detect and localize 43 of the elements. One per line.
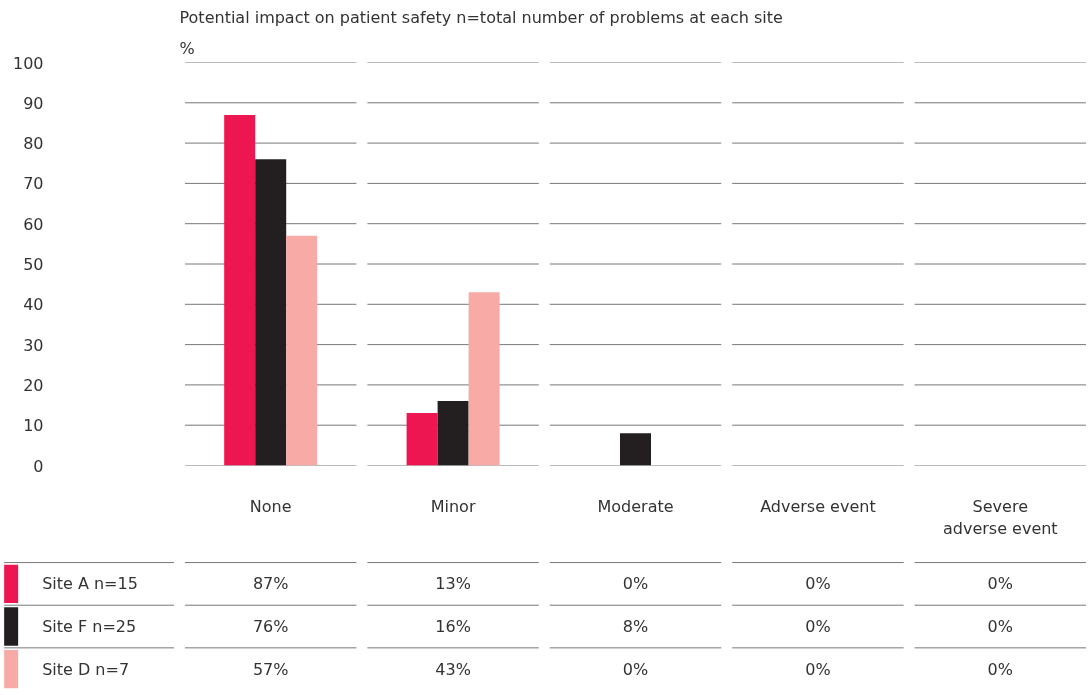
bar bbox=[286, 235, 318, 466]
y-tick-label: 20 bbox=[23, 375, 44, 395]
y-axis-title: % bbox=[179, 38, 195, 58]
y-tick-label: 0 bbox=[33, 456, 44, 476]
bar bbox=[620, 433, 651, 466]
data-label: 76% bbox=[252, 617, 289, 637]
data-label: 13% bbox=[435, 574, 471, 594]
x-tick-label: Moderate bbox=[597, 496, 674, 516]
data-label: 57% bbox=[252, 659, 289, 679]
data-label: 43% bbox=[435, 659, 471, 679]
bar bbox=[255, 159, 287, 466]
bar bbox=[224, 114, 256, 466]
data-label: 0% bbox=[622, 659, 649, 679]
y-tick-label: 30 bbox=[23, 335, 44, 355]
y-tick-label: 10 bbox=[23, 416, 44, 436]
data-label: 0% bbox=[805, 617, 831, 637]
data-label: 0% bbox=[987, 574, 1013, 594]
data-label: 0% bbox=[805, 574, 831, 594]
y-tick-label: 80 bbox=[23, 134, 44, 154]
bar bbox=[406, 413, 438, 466]
data-label: 16% bbox=[435, 617, 471, 637]
data-label: 0% bbox=[805, 659, 831, 679]
x-tick-label: Minor bbox=[430, 496, 476, 516]
y-tick-label: 100 bbox=[12, 53, 44, 73]
legend-label: Site A n=15 bbox=[42, 574, 138, 594]
data-label: 0% bbox=[987, 659, 1013, 679]
y-tick-label: 40 bbox=[23, 295, 44, 315]
data-label: 87% bbox=[252, 574, 289, 594]
data-label: 0% bbox=[987, 617, 1013, 637]
x-tick-label: Severe adverse event bbox=[942, 496, 1058, 539]
data-label: 0% bbox=[622, 574, 649, 594]
x-tick-label: Adverse event bbox=[760, 496, 876, 516]
chart-title: Potential impact on patient safety n=total number of problems at each site bbox=[179, 7, 783, 27]
legend-label: Site F n=25 bbox=[42, 617, 137, 637]
y-tick-label: 60 bbox=[23, 214, 44, 234]
y-tick-label: 50 bbox=[23, 255, 44, 274]
x-tick-label: None bbox=[249, 496, 292, 516]
data-label: 8% bbox=[622, 617, 649, 637]
bar bbox=[468, 292, 500, 466]
bar bbox=[437, 401, 469, 466]
legend-label: Site D n=7 bbox=[42, 659, 130, 679]
y-tick-label: 70 bbox=[23, 174, 44, 194]
y-tick-label: 90 bbox=[23, 93, 44, 113]
